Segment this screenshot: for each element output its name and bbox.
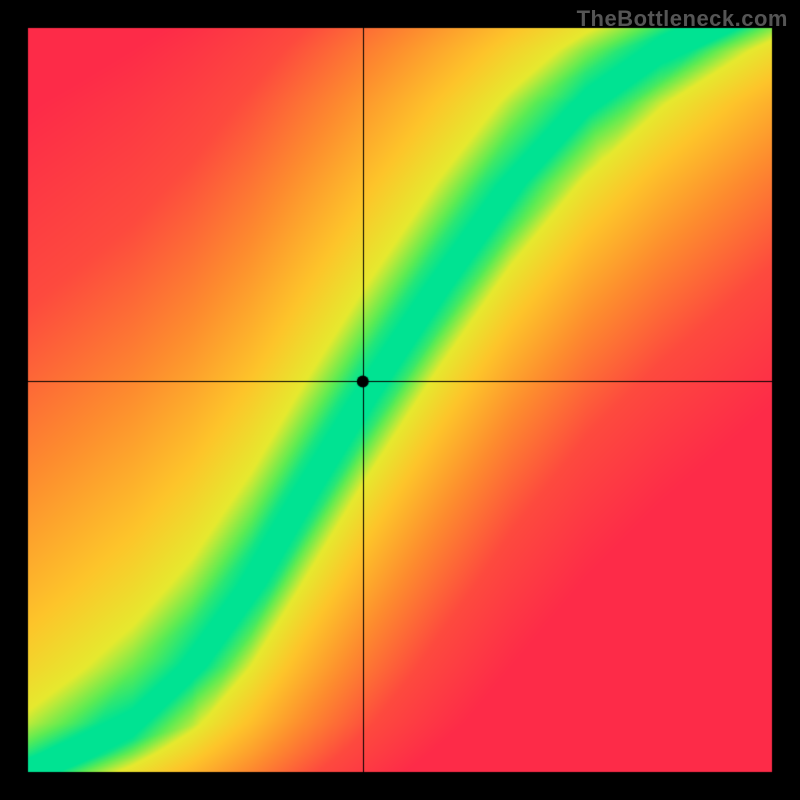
bottleneck-heatmap xyxy=(0,0,800,800)
chart-container: TheBottleneck.com xyxy=(0,0,800,800)
watermark-text: TheBottleneck.com xyxy=(577,6,788,32)
